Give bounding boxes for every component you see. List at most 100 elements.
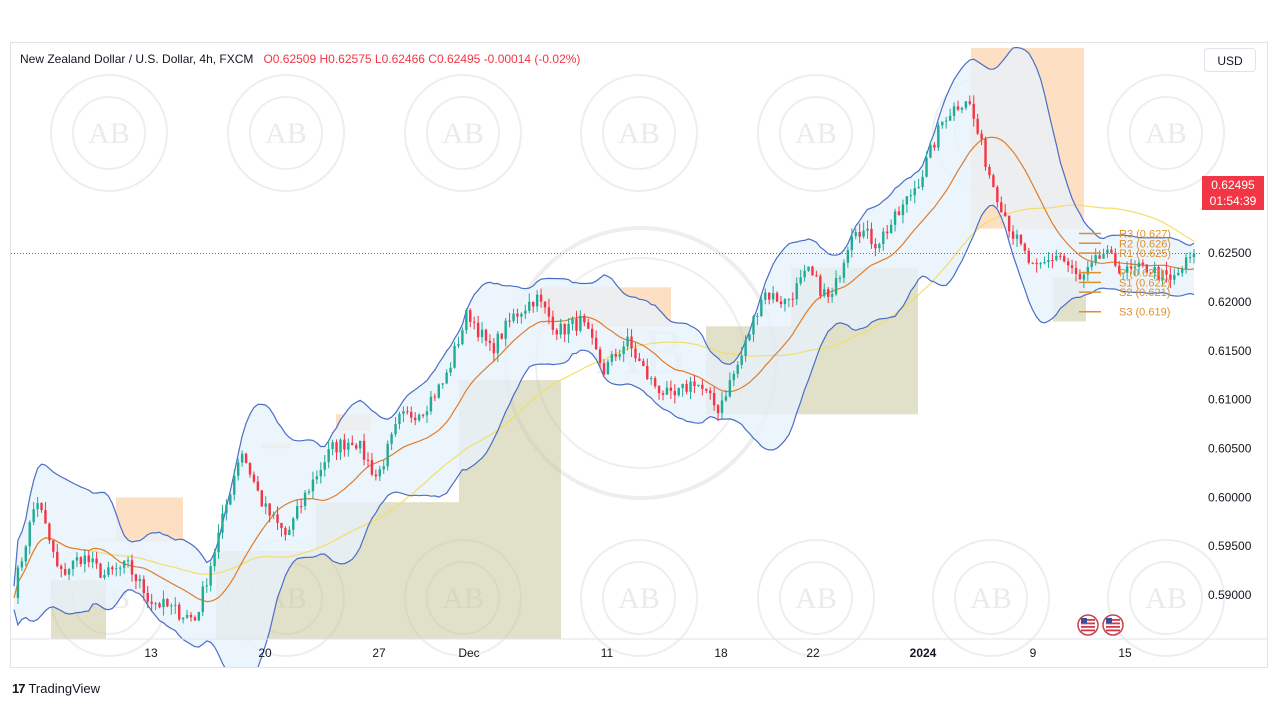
band-fill [14,47,1194,667]
candle-body [933,144,936,148]
candle-body [429,396,433,412]
tradingview-brand[interactable]: 17 TradingView [12,681,100,696]
chart-canvas[interactable]: ABABABABABABABABABABABABABABAB R3 (0.627… [11,43,1267,667]
candle-body [362,440,366,460]
candle-body [75,557,79,561]
upper-band [13,46,1195,587]
candle-body [496,333,499,354]
candle-body [1078,273,1082,280]
watermark-logo-text: AB [618,117,660,150]
candle-body [508,320,511,322]
candle-body [410,411,413,418]
price-tick-label: 0.61500 [1208,344,1252,358]
candle-body [1051,260,1054,262]
candle-body [587,322,590,329]
candle-body [217,532,220,553]
candle-body [91,558,94,563]
candle-body [252,474,256,482]
candle-body [52,540,55,552]
candle-body [764,292,767,300]
candle-body [24,546,27,562]
candle-body [28,522,31,547]
candle-body [1161,270,1164,281]
candle-body [130,560,134,575]
candle-body [174,604,177,606]
candle-body [355,445,358,449]
candle-body [964,101,968,108]
watermark-logo-text: AB [265,117,307,150]
candle-body [748,334,751,341]
us-flag-event-icon [1077,614,1099,636]
candle-body [799,277,802,284]
candle-body [445,372,448,384]
currency-button[interactable]: USD [1204,48,1256,72]
candle-body [823,289,826,296]
candle-body [669,387,673,391]
candle-body [874,243,877,249]
candle-body [941,121,944,126]
candle-body [500,333,503,339]
candle-body [296,506,299,519]
candle-body [956,106,960,110]
watermark-ring [1107,539,1225,657]
candle-body [421,414,425,416]
candle-body [264,503,267,507]
candle-body [461,330,464,345]
candle-body [288,529,291,535]
candle-body [830,294,834,297]
watermark-logo-text: AB [970,582,1012,615]
watermark-inner-ring [249,96,323,170]
candle-body [95,558,98,564]
candle-body [929,144,932,158]
candle-body [327,449,330,463]
candle-body [520,313,523,317]
candle-body [311,479,315,492]
candle-body [256,481,260,491]
price-tick-label: 0.60000 [1208,490,1252,504]
chart-panel[interactable]: ABABABABABABABABABABABABABABAB R3 (0.627… [10,42,1268,668]
candle-body [795,283,798,300]
candle-body [968,101,971,104]
candle-body [815,275,818,277]
candle-body [205,585,208,587]
candle-body [673,390,676,396]
candle-body [99,563,102,578]
pivot-label: S1 (0.622) [1119,277,1170,289]
candle-body [268,503,271,516]
candle-body [1169,274,1172,280]
candle-body [303,492,307,507]
candle-body [1153,266,1156,274]
candle-body [606,361,610,375]
candle-body [83,555,86,564]
candle-body [1165,270,1168,275]
candle-body [657,386,661,394]
candle-body [756,315,759,317]
candle-body [1035,262,1038,265]
candle-body [811,266,814,276]
watermark-logo-text: AB [1145,582,1187,615]
watermark-ring [757,74,875,192]
time-tick-label: 2024 [910,646,937,660]
watermark-ring [50,74,168,192]
candle-body [685,383,688,392]
watermark-inner-ring [1129,561,1203,635]
candle-body [1181,269,1184,273]
candle-body [1125,266,1129,273]
candle-body [681,383,684,389]
brand-label: TradingView [28,681,101,696]
candle-body [913,188,916,196]
candle-body [583,315,586,323]
candle-body [547,307,551,317]
candle-body [44,510,47,524]
candle-body [579,315,582,331]
pivot-label: R1 (0.625) [1119,248,1171,260]
candle-body [807,266,810,271]
candle-body [142,579,145,593]
flag-canton [1106,618,1112,623]
candle-body [598,349,602,364]
candle-body [779,301,783,305]
candle-body [701,384,704,389]
candle-body [1122,272,1125,274]
pivot-label: R2 (0.626) [1119,238,1171,250]
time-tick-label: 13 [144,646,158,660]
